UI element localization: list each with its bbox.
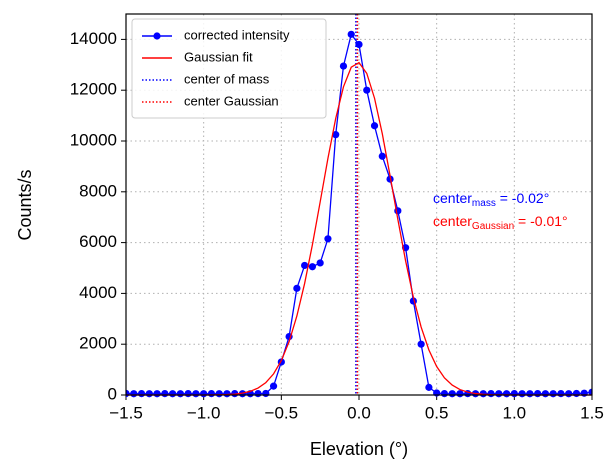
annotation-text: center [433, 190, 472, 206]
data-point [534, 390, 542, 398]
data-point [526, 390, 534, 398]
data-point [262, 389, 270, 398]
data-point [588, 388, 592, 396]
data-point [370, 122, 379, 130]
x-tick-label: −1.0 [187, 403, 221, 422]
data-point [487, 390, 495, 398]
data-point [332, 131, 340, 139]
y-tick-label: 4000 [79, 283, 117, 302]
y-axis-label: Counts/s [15, 169, 35, 240]
data-point [518, 390, 526, 398]
legend-label: Gaussian fit [184, 49, 253, 64]
x-tick-label: −1.5 [109, 403, 143, 422]
data-point [378, 152, 386, 160]
data-point [355, 40, 363, 49]
data-point [308, 263, 316, 271]
data-point [293, 284, 301, 292]
data-point [153, 390, 161, 398]
y-tick-label: 2000 [79, 334, 117, 353]
data-point [495, 390, 503, 398]
plot-frame [125, 13, 593, 396]
x-axis-label: Elevation (°) [310, 439, 408, 459]
y-tick-label: 10000 [70, 130, 117, 149]
data-point [347, 30, 355, 38]
data-point [502, 390, 511, 398]
data-point [207, 390, 216, 398]
data-point [324, 235, 332, 243]
data-point [557, 390, 565, 398]
y-tick-label: 12000 [70, 80, 117, 99]
data-point [169, 390, 177, 398]
data-point [192, 390, 200, 398]
legend-label: center of mass [184, 71, 270, 86]
data-point [200, 390, 208, 398]
legend-label: center Gaussian [184, 93, 279, 108]
y-tick-label: 0 [108, 384, 117, 403]
data-point [549, 390, 557, 398]
data-point [363, 86, 371, 94]
data-point [425, 383, 433, 391]
data-point [215, 390, 223, 398]
data-point [176, 390, 184, 398]
x-tick-label: 1.0 [503, 403, 527, 422]
data-point [572, 389, 581, 398]
data-point [448, 390, 456, 398]
data-point [161, 390, 169, 398]
data-point [339, 62, 348, 70]
y-tick-label: 14000 [70, 29, 117, 48]
data-point [137, 390, 146, 398]
data-point [510, 390, 518, 398]
annotation-text: center [433, 213, 472, 229]
x-tick-label: 1.5 [580, 403, 604, 422]
y-tick-label: 6000 [79, 232, 117, 251]
annotation: centermass = -0.02° [433, 190, 549, 209]
legend-box [131, 18, 327, 119]
data-point [145, 390, 153, 398]
legend-label: corrected intensity [184, 27, 290, 42]
annotation-sub: mass [472, 198, 496, 209]
data-point [417, 340, 425, 348]
data-point [184, 390, 192, 398]
data-point [316, 259, 324, 267]
data-point [541, 390, 550, 398]
y-tick-label: 8000 [79, 181, 117, 200]
annotation-rest: = -0.01° [514, 213, 567, 229]
data-point [223, 390, 231, 398]
data-point [254, 390, 262, 398]
annotation: centerGaussian = -0.01° [433, 213, 568, 232]
annotation-sub: Gaussian [472, 221, 514, 232]
data-point [130, 390, 138, 398]
legend-marker [153, 32, 161, 40]
data-point [269, 382, 278, 390]
data-point [301, 261, 309, 270]
data-point [456, 390, 464, 398]
x-tick-label: −0.5 [265, 403, 299, 422]
x-tick-label: 0.0 [347, 403, 371, 422]
data-point [440, 390, 449, 398]
data-point [565, 390, 573, 398]
data-point [580, 389, 588, 397]
x-tick-label: 0.5 [425, 403, 449, 422]
annotation-rest: = -0.02° [496, 190, 549, 206]
